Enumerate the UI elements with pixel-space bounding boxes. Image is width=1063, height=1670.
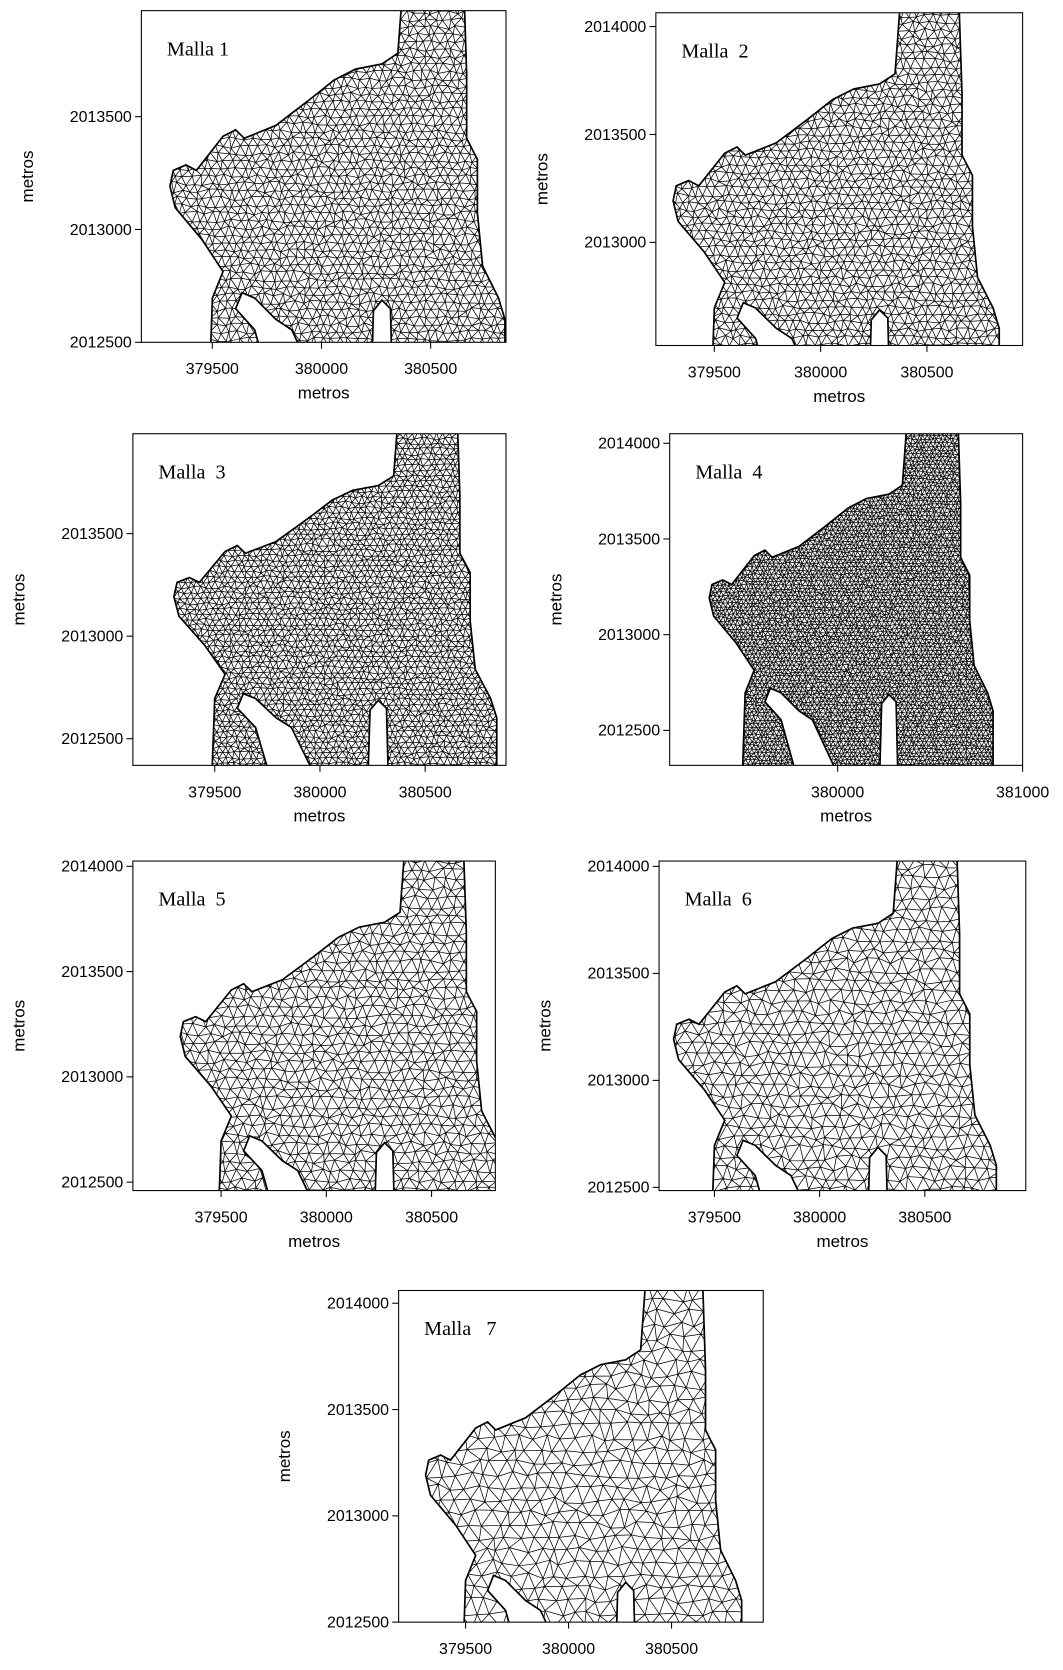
panel-title: Malla 3 (158, 461, 225, 483)
y-tick-label: 2012500 (327, 1614, 389, 1631)
mesh-area (672, 861, 998, 1191)
y-tick-label: 2012500 (587, 1180, 649, 1197)
y-tick-label: 2013000 (70, 222, 132, 239)
panel-title: Malla 7 (424, 1318, 496, 1340)
x-tick-label: 380500 (898, 1209, 951, 1226)
panel-title: Malla 4 (695, 461, 762, 483)
x-tick-label: 380500 (900, 364, 953, 381)
y-tick-label: 2013500 (327, 1402, 389, 1419)
y-tick-label: 2014000 (584, 19, 646, 36)
x-axis-label: metros (820, 807, 872, 826)
panel: 2012500 2013000 2013500 2014000 379500 380000… (536, 859, 1027, 1251)
y-tick-label: 2012500 (61, 1174, 123, 1191)
plot-frame (658, 860, 1027, 1192)
y-axis-label: metros (9, 1000, 28, 1052)
y-tick-label: 2013500 (584, 127, 646, 144)
y-tick-label: 2013000 (61, 628, 123, 645)
y-axis-label: metros (18, 150, 37, 202)
x-axis-label: metros (813, 387, 865, 406)
x-tick-label: 380000 (794, 364, 847, 381)
x-tick-label: 379500 (688, 1209, 741, 1226)
mesh-boundary (179, 861, 496, 1191)
panel: 2012500 2013000 2013500 379500 380000 380500 m… (9, 433, 507, 826)
panel: 2012500 2013000 2013500 2014000 379500 380000… (9, 859, 496, 1251)
y-tick-label: 2013000 (598, 627, 660, 644)
plot-frame (655, 12, 1024, 347)
x-tick-label: 379500 (194, 1209, 247, 1226)
panel: 2012500 2013000 2013500 2014000 380000 381000… (546, 433, 1049, 826)
x-tick-label: 380000 (300, 1209, 353, 1226)
y-tick-label: 2012500 (598, 723, 660, 740)
mesh-boundary (424, 1290, 743, 1623)
y-axis-label: metros (546, 574, 565, 626)
panel: 2012500 2013000 2013500 2014000 379500 380000… (275, 1289, 764, 1658)
mesh-boundary (169, 10, 506, 343)
y-axis-label: metros (9, 574, 28, 626)
x-axis-label: metros (298, 384, 350, 403)
mesh-boundary (708, 433, 994, 766)
x-tick-label: 380500 (399, 784, 452, 801)
panel-title: Malla 5 (158, 889, 225, 911)
x-axis-label: metros (816, 1232, 868, 1251)
plot-frame (140, 10, 507, 343)
x-tick-label: 379500 (186, 361, 239, 378)
x-tick-label: 380000 (295, 361, 348, 378)
x-tick-label: 380000 (793, 1209, 846, 1226)
y-tick-label: 2012500 (61, 731, 123, 748)
x-tick-label: 380500 (404, 361, 457, 378)
y-tick-label: 2012500 (70, 335, 132, 352)
mesh-boundary (672, 861, 998, 1191)
y-tick-label: 2014000 (587, 859, 649, 876)
y-tick-label: 2013000 (327, 1508, 389, 1525)
y-axis-label: metros (275, 1430, 294, 1482)
x-tick-label: 380500 (405, 1209, 458, 1226)
panel-title: Malla 2 (681, 40, 748, 62)
y-tick-label: 2014000 (327, 1296, 389, 1313)
panel: 2013000 2013500 2014000 379500 380000 380500 m… (532, 12, 1024, 406)
x-tick-label: 380000 (293, 784, 346, 801)
y-tick-label: 2013500 (61, 964, 123, 981)
plot-frame (398, 1289, 764, 1623)
y-axis-label: metros (532, 153, 551, 205)
y-tick-label: 2013500 (598, 531, 660, 548)
mesh-boundary (672, 12, 1001, 346)
y-tick-label: 2014000 (61, 859, 123, 876)
y-tick-label: 2013000 (584, 235, 646, 252)
x-tick-label: 379500 (188, 784, 241, 801)
x-tick-label: 379500 (688, 364, 741, 381)
y-tick-label: 2013000 (587, 1073, 649, 1090)
x-tick-label: 379500 (439, 1641, 492, 1658)
mesh-boundary (173, 433, 498, 766)
x-tick-label: 381000 (996, 784, 1049, 801)
x-tick-label: 380000 (811, 784, 864, 801)
plot-frame (669, 433, 1024, 766)
mesh-area (173, 433, 498, 766)
y-tick-label: 2013500 (61, 526, 123, 543)
x-axis-label: metros (293, 807, 345, 826)
panel: 2012500 2013000 2013500 379500 380000 380500 m… (18, 10, 507, 403)
x-tick-label: 380500 (645, 1641, 698, 1658)
x-tick-label: 380000 (542, 1641, 595, 1658)
y-tick-label: 2013500 (70, 109, 132, 126)
plot-frame (132, 860, 496, 1192)
y-tick-label: 2013500 (587, 966, 649, 983)
y-tick-label: 2014000 (598, 436, 660, 453)
y-axis-label: metros (536, 1000, 555, 1052)
panel-title: Malla 6 (685, 889, 752, 911)
panel-title: Malla 1 (167, 38, 229, 60)
y-tick-label: 2013000 (61, 1069, 123, 1086)
x-axis-label: metros (288, 1232, 340, 1251)
